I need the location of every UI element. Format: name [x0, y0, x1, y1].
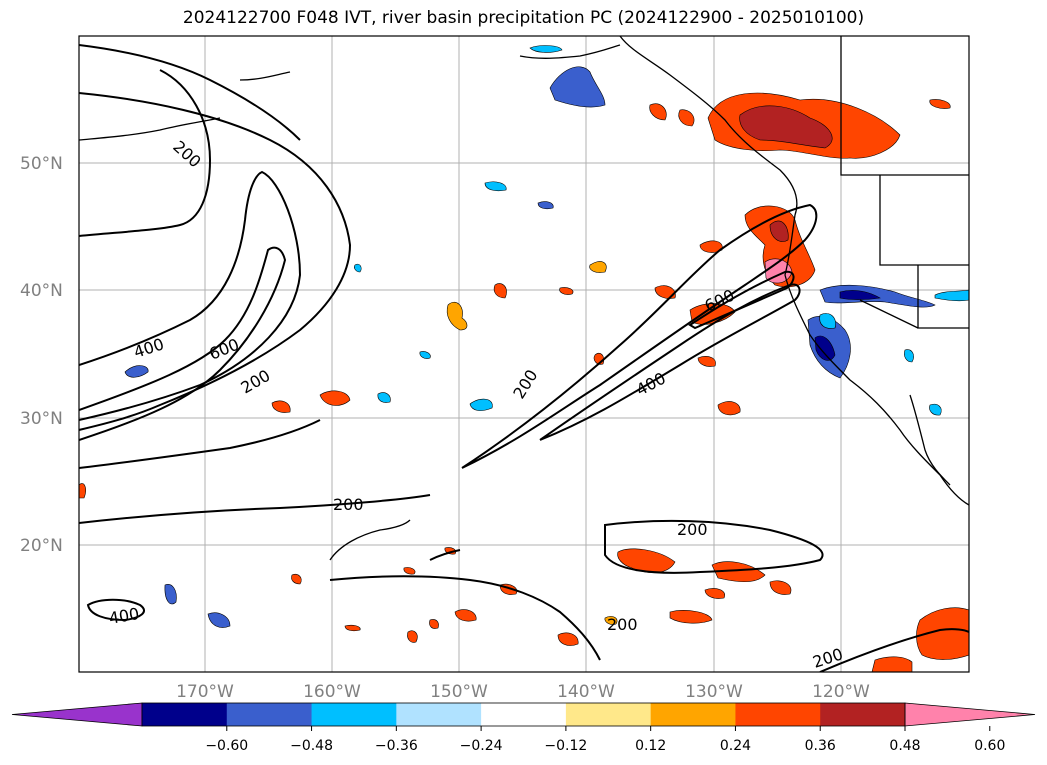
longitude-labels: 170°W 160°W 150°W 140°W 130°W 120°W [176, 682, 870, 702]
lat-label-20n: 20°N [20, 536, 63, 556]
precip-negative-fills [124, 45, 969, 628]
colorbar-tick-label: −0.24 [460, 738, 503, 754]
precip-positive-fills [79, 92, 969, 672]
colorbar-tick-label: 0.36 [805, 738, 836, 754]
lon-label-170w: 170°W [176, 682, 234, 702]
colorbar-tick-label: −0.48 [290, 738, 333, 754]
colorbar-tick-label: −0.36 [375, 738, 418, 754]
colorbar-segment [311, 703, 397, 726]
colorbar-tick-label: 0.24 [720, 738, 751, 754]
lon-label-130w: 130°W [685, 682, 743, 702]
coastlines [79, 36, 969, 561]
contour-label: 200 [333, 495, 364, 514]
colorbar-tick-label: 0.60 [974, 738, 1005, 754]
colorbar-segment [226, 703, 313, 726]
lon-label-140w: 140°W [557, 682, 615, 702]
lat-label-50n: 50°N [20, 154, 63, 174]
colorbar-tick-label: −0.60 [205, 738, 248, 754]
ivt-contours [79, 44, 969, 672]
colorbar-segment [650, 703, 736, 726]
lat-label-40n: 40°N [20, 281, 63, 301]
colorbar-extend-high [904, 702, 1036, 727]
lon-label-160w: 160°W [303, 682, 361, 702]
colorbar-segment [142, 703, 228, 726]
colorbar-segment [735, 703, 821, 726]
colorbar-tick-label: −0.12 [544, 738, 587, 754]
colorbar-segment [481, 703, 567, 726]
map-title: 2024122700 F048 IVT, river basin precipi… [182, 8, 865, 28]
colorbar-segment [820, 703, 906, 726]
lon-label-120w: 120°W [812, 682, 870, 702]
colorbar-segment [565, 703, 652, 726]
latitude-labels: 50°N 40°N 30°N 20°N [20, 154, 63, 556]
map-frame [78, 35, 970, 673]
colorbar-tick-label: 0.48 [889, 738, 920, 754]
contour-label: 200 [607, 615, 638, 634]
colorbar-extend-low [11, 702, 143, 727]
colorbar-segment [396, 703, 482, 726]
lon-label-150w: 150°W [430, 682, 488, 702]
colorbar-tick-label: 0.12 [635, 738, 666, 754]
lat-label-30n: 30°N [20, 409, 63, 429]
colorbar-outline [141, 702, 906, 727]
contour-label: 200 [677, 520, 708, 539]
colorbar: −0.60 −0.48 −0.36 −0.24 −0.12 0.12 0.24 0.36 0.4… [11, 702, 1036, 754]
